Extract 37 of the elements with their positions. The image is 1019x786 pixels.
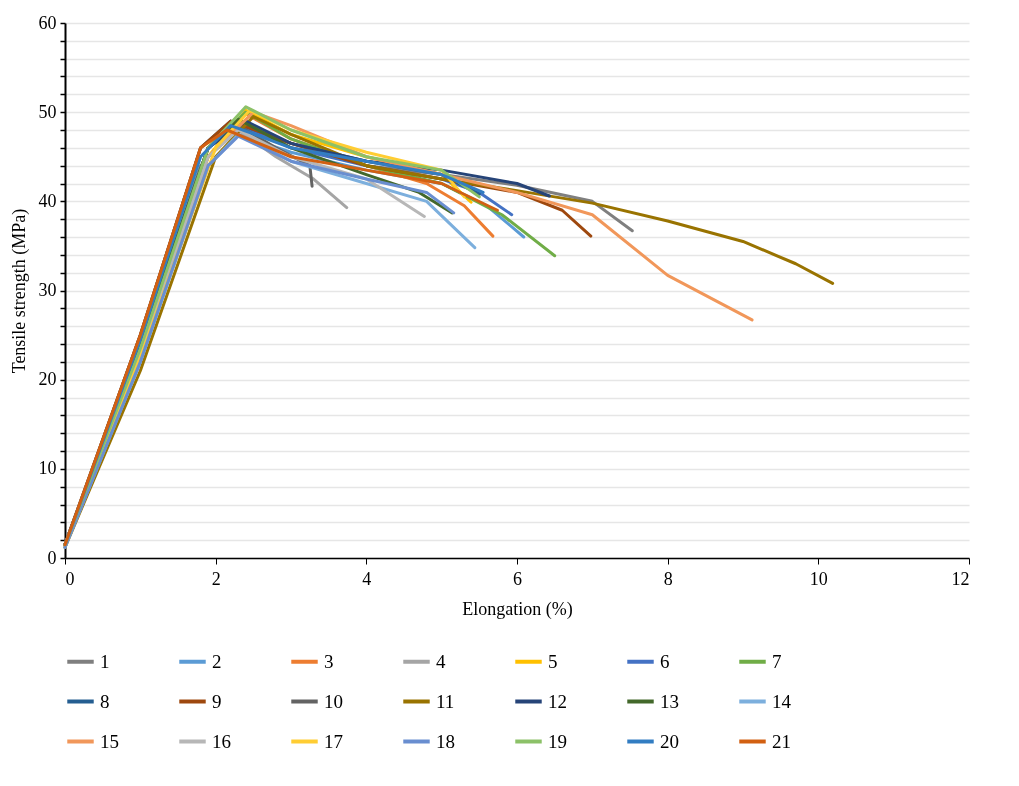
x-tick-label: 6 bbox=[513, 568, 522, 589]
legend-label: 10 bbox=[324, 690, 343, 712]
legend-label: 19 bbox=[548, 730, 567, 752]
legend-label: 18 bbox=[436, 730, 455, 752]
legend-label: 21 bbox=[772, 730, 791, 752]
y-tick-label: 30 bbox=[38, 280, 57, 300]
y-tick-label: 0 bbox=[47, 547, 57, 568]
legend-label: 5 bbox=[548, 650, 558, 672]
legend-label: 14 bbox=[772, 690, 792, 712]
legend-label: 4 bbox=[436, 650, 446, 672]
x-tick-label: 2 bbox=[211, 568, 221, 589]
y-tick-label: 50 bbox=[38, 101, 57, 122]
x-tick-label: 0 bbox=[65, 568, 75, 589]
y-tick-label: 10 bbox=[38, 458, 57, 479]
legend-label: 11 bbox=[436, 690, 455, 712]
x-tick-label: 4 bbox=[362, 568, 372, 589]
y-tick-label: 60 bbox=[38, 12, 57, 33]
x-axis-title: Elongation (%) bbox=[462, 598, 573, 620]
legend-label: 2 bbox=[212, 650, 222, 672]
legend-label: 9 bbox=[212, 690, 222, 712]
legend-label: 20 bbox=[660, 730, 679, 752]
legend-label: 17 bbox=[324, 730, 343, 752]
legend-label: 6 bbox=[660, 650, 670, 672]
legend-label: 16 bbox=[212, 730, 231, 752]
x-tick-label: 10 bbox=[809, 568, 828, 589]
legend-label: 1 bbox=[100, 650, 110, 672]
legend-label: 7 bbox=[772, 650, 782, 672]
legend-label: 15 bbox=[100, 730, 119, 752]
legend-label: 3 bbox=[324, 650, 334, 672]
legend-label: 8 bbox=[100, 690, 110, 712]
y-axis-title: Tensile strength (MPa) bbox=[8, 208, 30, 374]
legend-label: 13 bbox=[660, 690, 679, 712]
x-tick-label: 8 bbox=[663, 568, 673, 589]
x-tick-label: 12 bbox=[951, 568, 970, 589]
y-tick-label: 40 bbox=[38, 190, 57, 211]
y-tick-label: 20 bbox=[38, 369, 57, 390]
legend-label: 12 bbox=[548, 690, 567, 712]
